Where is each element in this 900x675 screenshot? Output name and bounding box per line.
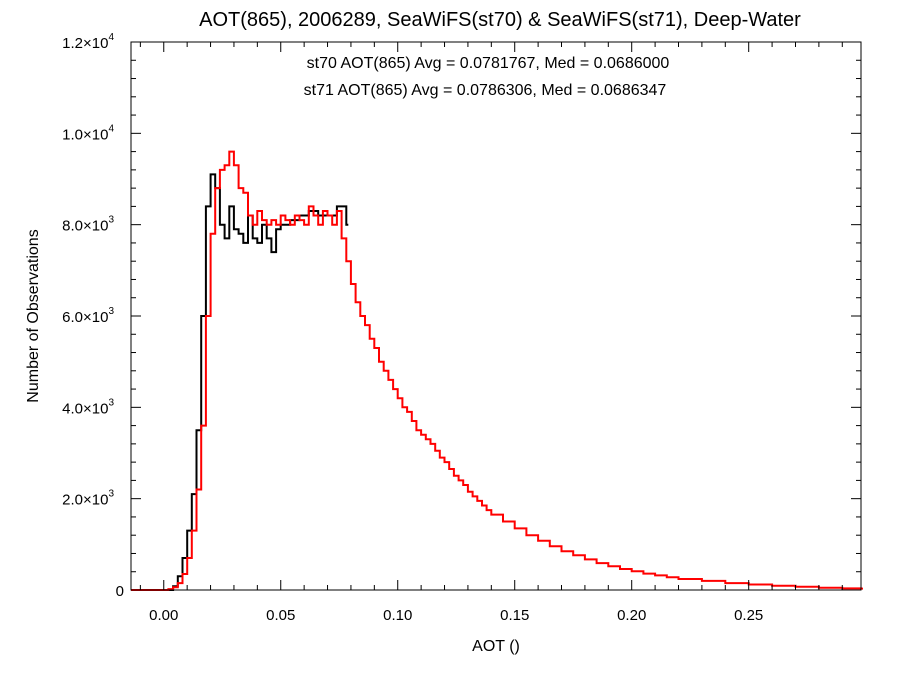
plot-frame — [130, 41, 862, 591]
series-line-0 — [131, 173, 349, 591]
chart-title: AOT(865), 2006289, SeaWiFS(st70) & SeaWi… — [199, 9, 801, 31]
y-tick-label: 1.0×104 — [62, 123, 114, 143]
y-tick-label: 4.0×103 — [62, 397, 114, 417]
x-tick-label: 0.00 — [149, 607, 178, 624]
y-tick-label: 2.0×103 — [62, 489, 114, 509]
axis-ticks: 0.00 0.05 0.10 0.15 0.20 0.25 0 2.0×103 4.0×103 6… — [62, 32, 861, 624]
x-tick-label: 0.10 — [383, 607, 412, 624]
annotation-st70: st70 AOT(865) Avg = 0.0781767, Med = 0.0… — [307, 55, 670, 72]
annotation-st71: st71 AOT(865) Avg = 0.0786306, Med = 0.0… — [304, 82, 667, 99]
x-tick-label: 0.15 — [500, 607, 529, 624]
x-tick-label: 0.20 — [617, 607, 646, 624]
y-axis-label: Number of Observations — [25, 229, 42, 402]
y-tick-label: 0 — [116, 583, 124, 600]
y-tick-label: 6.0×103 — [62, 306, 114, 326]
x-tick-label: 0.05 — [266, 607, 295, 624]
series-line-1 — [131, 150, 863, 591]
y-tick-label: 8.0×103 — [62, 215, 114, 235]
plot-area — [131, 150, 863, 591]
y-tick-label: 1.2×104 — [62, 32, 114, 52]
x-tick-label: 0.25 — [734, 607, 763, 624]
x-axis-label: AOT () — [472, 638, 520, 655]
